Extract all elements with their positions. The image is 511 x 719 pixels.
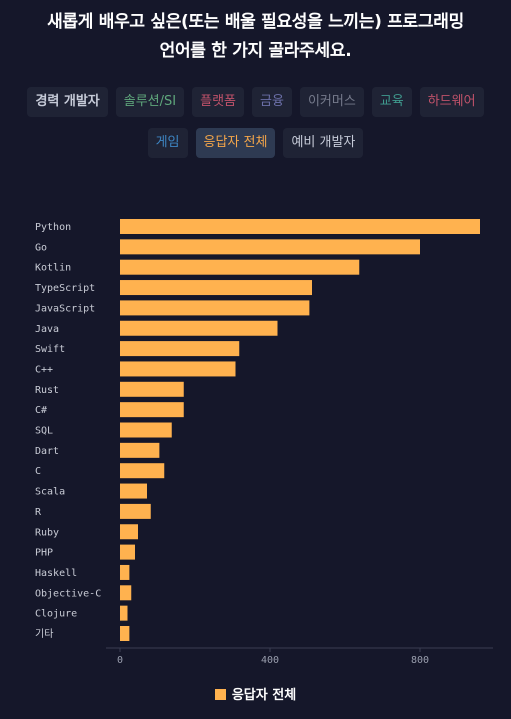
bar[interactable]	[120, 544, 135, 560]
bar[interactable]	[120, 381, 184, 397]
bar[interactable]	[120, 524, 138, 540]
y-tick-label: R	[35, 507, 42, 518]
y-tick-label: Kotlin	[35, 263, 71, 274]
y-tick-label: Clojure	[35, 609, 77, 620]
y-tick-label: Objective-C	[35, 588, 101, 599]
bar[interactable]	[120, 300, 310, 316]
filter-chip[interactable]: 플랫폼	[192, 87, 245, 117]
y-tick-label: 기타	[35, 628, 53, 640]
y-tick-label: Go	[35, 242, 47, 253]
legend-label[interactable]: 응답자 전체	[231, 688, 297, 703]
filter-chip[interactable]: 이커머스	[299, 87, 364, 117]
filter-chip[interactable]: 게임	[147, 128, 188, 158]
bar[interactable]	[120, 320, 278, 336]
chart-title-line-2: 언어를 한 가지 골라주세요.	[159, 41, 352, 61]
bar[interactable]	[120, 585, 132, 601]
filter-chip[interactable]: 응답자 전체	[195, 128, 276, 158]
y-tick-label: Rust	[35, 385, 59, 396]
bar[interactable]	[120, 442, 160, 458]
bar[interactable]	[120, 605, 128, 621]
bar[interactable]	[120, 503, 151, 519]
y-tick-label: SQL	[35, 426, 53, 437]
y-tick-label: C#	[35, 405, 47, 416]
bar[interactable]	[120, 361, 236, 377]
y-tick-label: PHP	[35, 548, 53, 559]
filter-chip[interactable]: 솔루션/SI	[115, 87, 185, 117]
chart-title: 새롭게 배우고 싶은(또는 배울 필요성을 느끼는) 프로그래밍 언어를 한 가…	[0, 8, 511, 66]
chart-title-line-1: 새롭게 배우고 싶은(또는 배울 필요성을 느끼는) 프로그래밍	[47, 12, 464, 32]
y-tick-label: Scala	[35, 487, 65, 498]
y-tick-label: Dart	[35, 446, 59, 457]
filter-chip[interactable]: 경력 개발자	[27, 87, 108, 117]
x-tick-label: 800	[411, 655, 429, 666]
filter-chip[interactable]: 교육	[371, 87, 412, 117]
y-tick-label: Python	[35, 222, 71, 233]
y-tick-label: JavaScript	[35, 303, 95, 314]
filter-chip[interactable]: 하드웨어	[419, 87, 484, 117]
bar[interactable]	[120, 422, 172, 438]
y-tick-label: Java	[35, 324, 59, 335]
bar[interactable]	[120, 219, 480, 234]
bar[interactable]	[120, 402, 184, 418]
y-tick-label: Ruby	[35, 527, 59, 538]
legend-swatch	[214, 689, 226, 700]
x-tick-label: 400	[261, 655, 279, 666]
bar[interactable]	[120, 239, 420, 255]
x-tick-label: 0	[117, 655, 123, 666]
y-tick-label: TypeScript	[35, 283, 95, 294]
bar[interactable]	[120, 463, 165, 479]
filter-chip[interactable]: 예비 개발자	[283, 128, 364, 158]
bar[interactable]	[120, 626, 130, 641]
y-tick-label: C++	[35, 364, 53, 375]
filter-chip[interactable]: 금융	[252, 87, 292, 117]
bar[interactable]	[120, 483, 147, 499]
bar[interactable]	[120, 259, 360, 275]
y-tick-label: Haskell	[35, 568, 77, 579]
bar[interactable]	[120, 341, 240, 357]
bar[interactable]	[120, 564, 130, 580]
y-tick-label: C	[35, 466, 41, 477]
bar[interactable]	[120, 280, 312, 296]
chart-legend: 응답자 전체	[0, 684, 511, 703]
y-tick-label: Swift	[35, 344, 65, 355]
